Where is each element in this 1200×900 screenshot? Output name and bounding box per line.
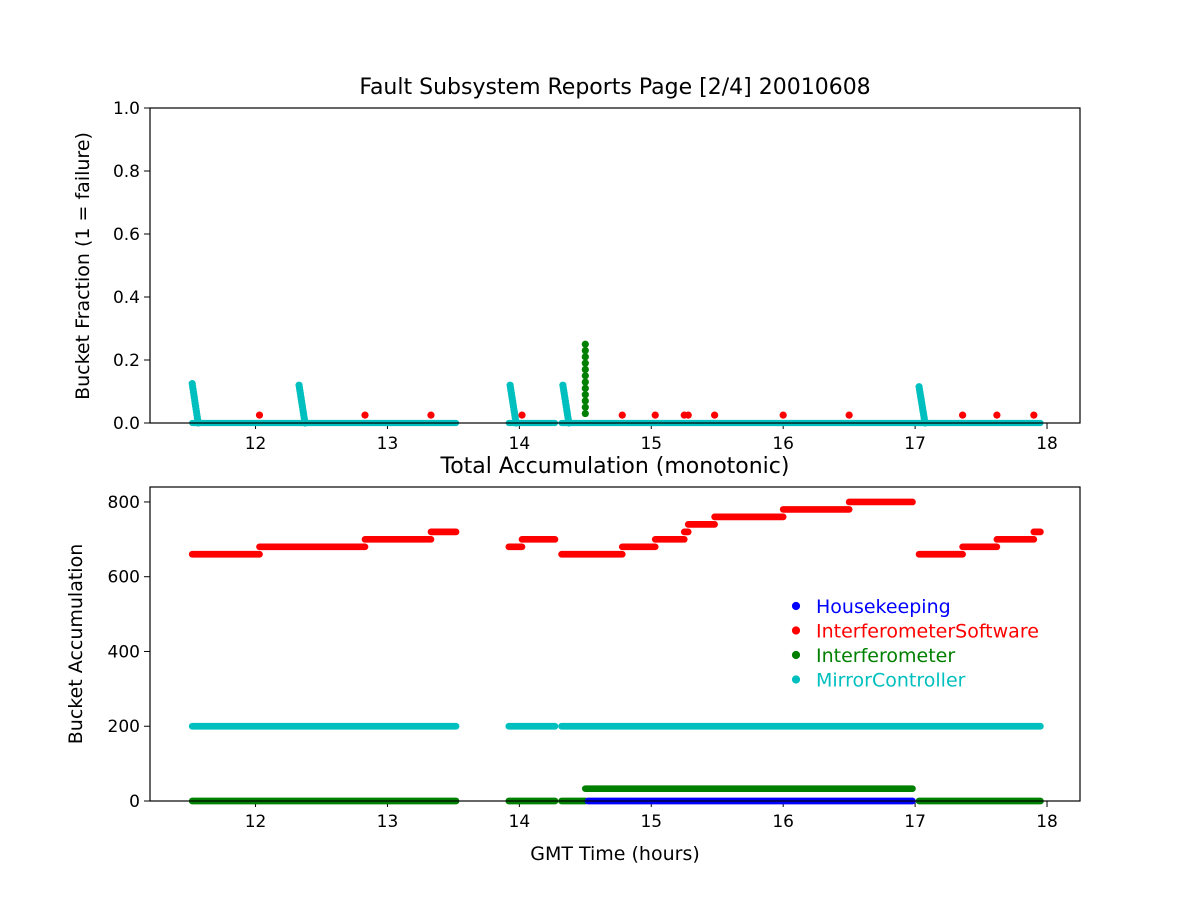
interferometersoftware-point (779, 411, 787, 419)
interferometer-point (581, 397, 589, 405)
legend: Housekeeping InterferometerSoftwareInterf… (791, 596, 1039, 692)
accumulation-panel: Total Accumulation (monotonic) Bucket Ac… (65, 454, 1081, 865)
accumulation-x-tick-label: 16 (772, 812, 794, 832)
legend-marker-housekeeping (791, 601, 801, 611)
fraction-chart-title: Fault Subsystem Reports Page [2/4] 20010… (359, 75, 870, 100)
fraction-y-tick-label: 0.2 (113, 351, 140, 371)
accumulation-axes-frame (149, 486, 1081, 802)
interferometer-point (581, 384, 589, 392)
x-axis-label: GMT Time (hours) (530, 843, 700, 865)
legend-marker-interferometer (791, 650, 801, 660)
legend-marker-mirrorcontroller (791, 675, 801, 684)
interferometer-point (581, 409, 589, 418)
accumulation-y-tick-label: 400 (108, 642, 140, 662)
legend-label-interferometer: Interferometer (816, 645, 955, 667)
fraction-axis-ticks: 12 13 14 15 16 17 18 0.0 0.2 0.4 0.6 0.8 1.0 (113, 99, 1058, 454)
accumulation-x-tick-label: 15 (640, 812, 662, 832)
interferometer-point (581, 346, 589, 355)
interferometersoftware-point (518, 411, 526, 419)
interferometersoftware-point (684, 411, 692, 419)
accumulation-x-tick-label: 14 (509, 812, 531, 832)
fraction-x-tick-label: 18 (1036, 434, 1058, 454)
interferometersoftware-point (618, 411, 626, 419)
interferometer-point (581, 353, 589, 361)
interferometer-point (581, 359, 589, 367)
interferometersoftware-point (958, 411, 967, 419)
accumulation-y-tick-label: 800 (108, 493, 140, 513)
accumulation-y-axis-label: Bucket Accumulation (65, 544, 87, 745)
legend-label-housekeeping: Housekeeping (816, 596, 951, 618)
interferometer-point (581, 403, 589, 411)
fraction-y-tick-label: 0.4 (113, 288, 140, 308)
interferometersoftware-point (710, 411, 719, 419)
accumulation-x-tick-label: 12 (245, 812, 267, 832)
interferometersoftware-point (845, 411, 853, 419)
fraction-x-tick-label: 14 (509, 434, 531, 454)
accumulation-y-tick-label: 200 (108, 717, 140, 737)
interferometersoftware-point (993, 411, 1001, 419)
interferometersoftware-point (651, 411, 659, 419)
interferometer-point (581, 340, 589, 348)
interferometer-point (581, 365, 589, 374)
fraction-x-tick-label: 15 (640, 434, 662, 454)
interferometersoftware-point (255, 411, 264, 419)
accumulation-x-tick-label: 13 (377, 812, 399, 832)
accumulation-x-tick-label: 17 (904, 812, 926, 832)
legend-label-interferometersoftware: InterferometerSoftware (816, 621, 1039, 643)
interferometersoftware-point (1030, 411, 1038, 419)
interferometer-point (581, 391, 589, 399)
legend-label-mirrorcontroller: MirrorController (816, 670, 966, 692)
fraction-x-tick-label: 12 (245, 434, 267, 454)
fraction-y-tick-label: 0.0 (113, 414, 140, 434)
fraction-y-tick-label: 0.8 (113, 162, 140, 182)
fraction-y-axis-label: Bucket Fraction (1 = failure) (72, 132, 94, 400)
accumulation-y-tick-label: 0 (129, 792, 140, 812)
interferometer-point (581, 378, 589, 386)
fraction-x-tick-label: 16 (772, 434, 794, 454)
fraction-y-tick-label: 0.6 (113, 225, 140, 245)
interferometer-point (581, 372, 589, 380)
fraction-panel: Fault Subsystem Reports Page [2/4] 20010… (72, 75, 1081, 454)
accumulation-y-tick-label: 600 (108, 568, 140, 588)
accumulation-x-tick-label: 18 (1036, 812, 1058, 832)
accumulation-axis-ticks: 12 13 14 15 16 17 18 0 200 400 600 800 (108, 493, 1058, 832)
fraction-y-tick-label: 1.0 (113, 99, 140, 119)
interferometersoftware-point (361, 411, 369, 419)
fraction-axes-frame (149, 107, 1081, 424)
fraction-x-tick-label: 13 (377, 434, 399, 454)
fraction-x-tick-label: 17 (904, 434, 926, 454)
accumulation-chart-title: Total Accumulation (monotonic) (440, 454, 790, 479)
interferometersoftware-point (427, 411, 435, 419)
legend-marker-interferometersoftware (791, 626, 801, 635)
